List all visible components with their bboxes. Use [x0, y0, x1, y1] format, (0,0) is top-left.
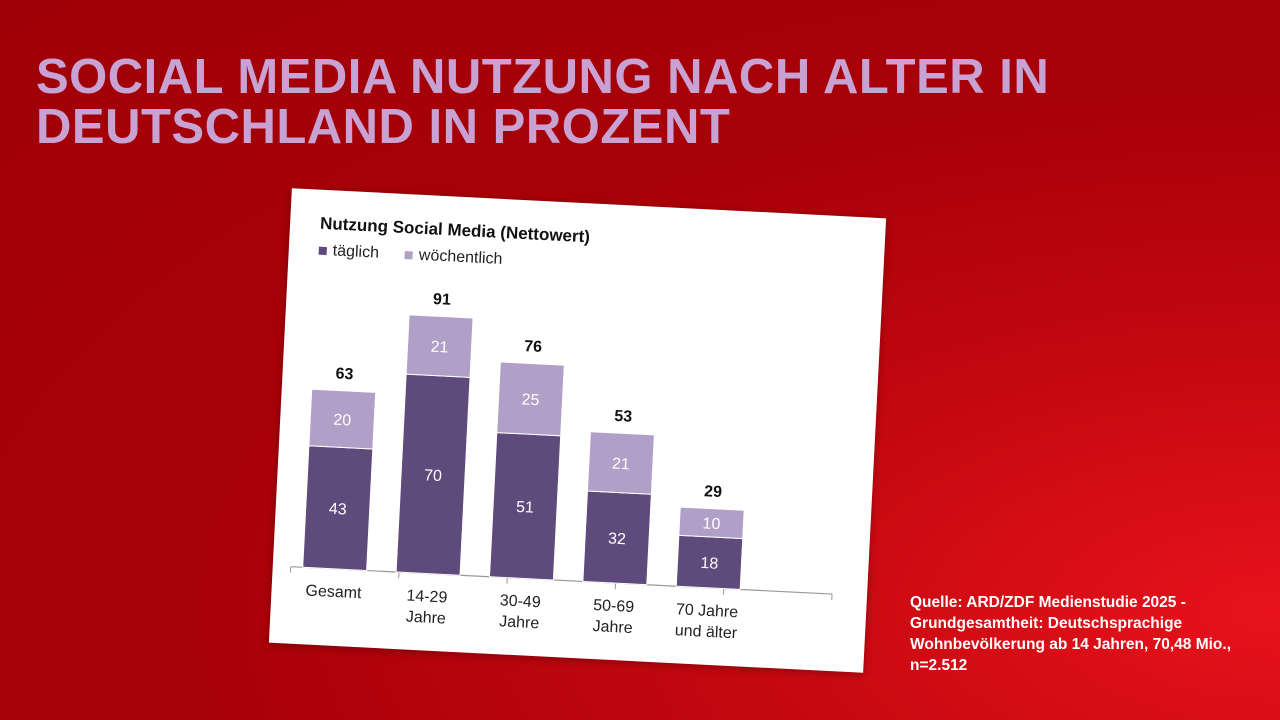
data-label-weekly: 25 [521, 391, 540, 409]
chart-card: Nutzung Social Media (Nettowert) täglich… [268, 188, 887, 673]
data-label-daily: 70 [424, 467, 443, 485]
data-label-weekly: 21 [430, 339, 449, 357]
data-label-daily: 51 [516, 499, 535, 517]
x-axis [290, 566, 833, 595]
bar-weekly [586, 431, 655, 495]
x-tick-label: 30-49 [499, 592, 541, 611]
slide-title-line-1: SOCIAL MEDIA NUTZUNG NACH ALTER IN [36, 50, 1050, 104]
total-label: 63 [335, 365, 354, 383]
bar-weekly [496, 361, 565, 437]
bar-weekly [308, 388, 377, 450]
x-tick-label: 70 Jahre [675, 601, 738, 621]
slide-title-line-2: DEUTSCHLAND IN PROZENT [36, 100, 731, 154]
x-tick-label: Jahre [592, 618, 633, 637]
x-tick-label: 50-69 [593, 597, 635, 616]
stacked-bar-chart: 43 20 63 Gesamt 70 21 91 14-29 Jahre 51 25 76 30-49 J… [289, 291, 833, 642]
total-label: 29 [704, 483, 723, 501]
x-tick-label: und älter [674, 622, 738, 642]
x-tick-label: 14-29 [406, 588, 448, 607]
data-label-daily: 32 [608, 530, 627, 548]
x-tick-label: Jahre [405, 609, 446, 628]
bar-weekly [405, 314, 474, 378]
total-label: 53 [614, 408, 633, 426]
total-label: 76 [524, 338, 543, 356]
bar-weekly [678, 506, 745, 540]
total-label: 91 [433, 291, 452, 309]
data-label-weekly: 21 [612, 456, 631, 474]
x-tick-label: Gesamt [305, 582, 362, 602]
source-note: Quelle: ARD/ZDF Medienstudie 2025 - Grun… [910, 594, 1231, 674]
slide-title: SOCIAL MEDIA NUTZUNG NACH ALTER IN DEUTS… [36, 52, 1049, 152]
x-tick-label: Jahre [499, 613, 540, 632]
data-label-daily: 18 [700, 555, 719, 573]
data-label-weekly: 20 [333, 412, 352, 430]
data-label-daily: 43 [328, 501, 347, 519]
data-label-weekly: 10 [702, 515, 721, 533]
